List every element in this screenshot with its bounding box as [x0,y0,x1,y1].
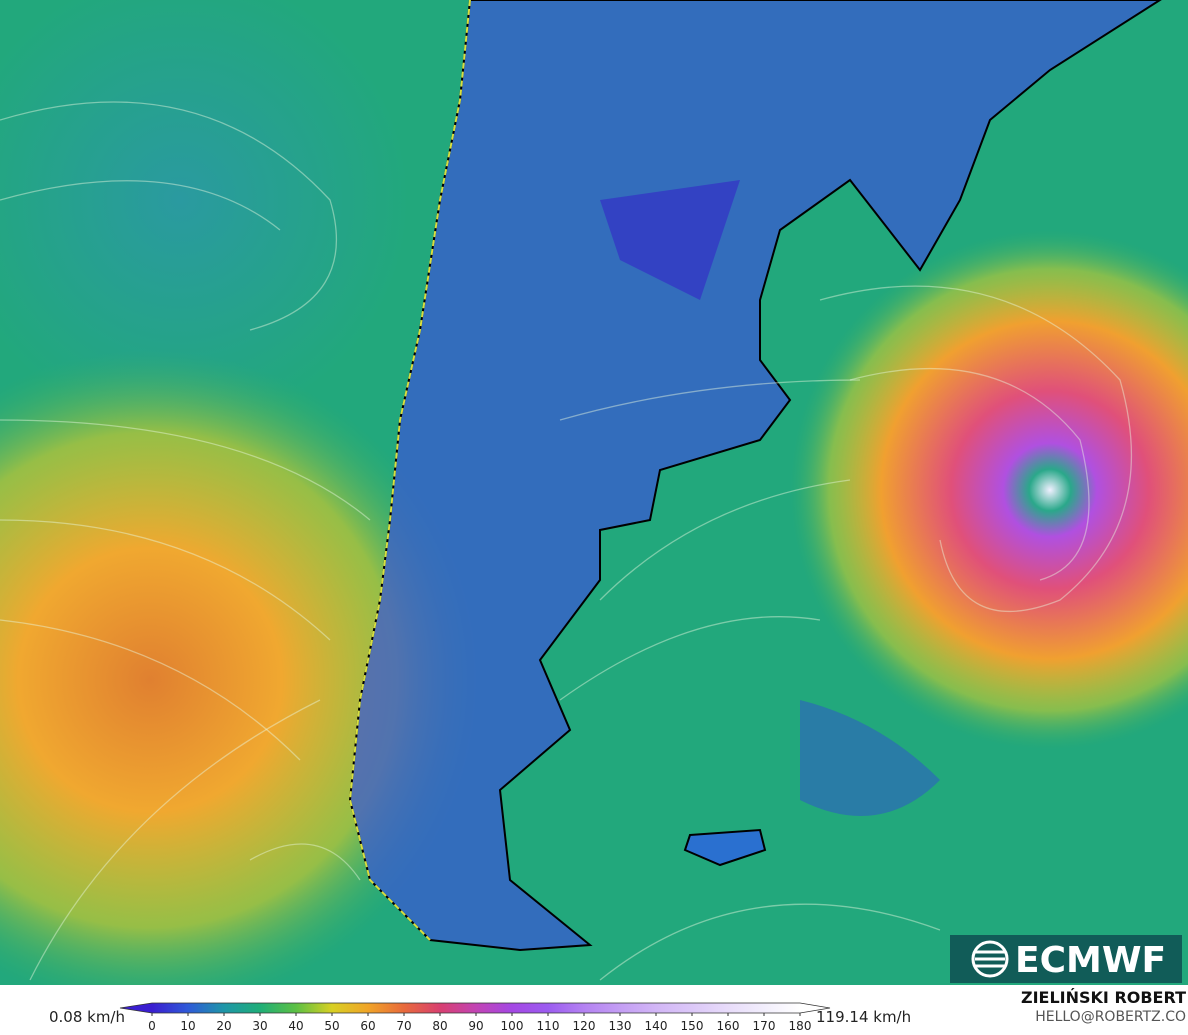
colorbar-tick-label: 130 [609,1019,632,1033]
colorbar-tick-label: 60 [360,1019,375,1033]
colorbar-tick-label: 160 [717,1019,740,1033]
colorbar-tick-label: 30 [252,1019,267,1033]
colorbar-tick-label: 180 [789,1019,812,1033]
colorbar-tick-label: 50 [324,1019,339,1033]
colorbar-tick-label: 170 [753,1019,776,1033]
logo-text: ECMWF [1015,940,1166,981]
logo-icon [971,940,1009,978]
colorbar: 0.08 km/h 119.14 km/h 0 10 20 30 40 50 60 70 80 9… [49,1002,911,1033]
colorbar-tick-label: 120 [573,1019,596,1033]
colorbar-bar [119,1002,831,1014]
colorbar-tick-label: 80 [432,1019,447,1033]
max-label: 119.14 km/h [816,1008,911,1026]
colorbar-tick-label: 70 [396,1019,411,1033]
colorbar-tick-label: 140 [645,1019,668,1033]
colorbar-tick-label: 10 [180,1019,195,1033]
colorbar-tick-label: 150 [681,1019,704,1033]
colorbar-tick-label: 100 [501,1019,524,1033]
min-label: 0.08 km/h [49,1008,125,1026]
map: ECMWF [0,0,1188,985]
credit-email: HELLO@ROBERTZ.CO [1035,1009,1186,1025]
colorbar-tick-label: 40 [288,1019,303,1033]
credit-name: ZIELIŃSKI ROBERT [1021,988,1186,1007]
colorbar-tick-label: 20 [216,1019,231,1033]
colorbar-tick-label: 90 [468,1019,483,1033]
colorbar-tick-label: 0 [148,1019,156,1033]
colorbar-tick-label: 110 [537,1019,560,1033]
